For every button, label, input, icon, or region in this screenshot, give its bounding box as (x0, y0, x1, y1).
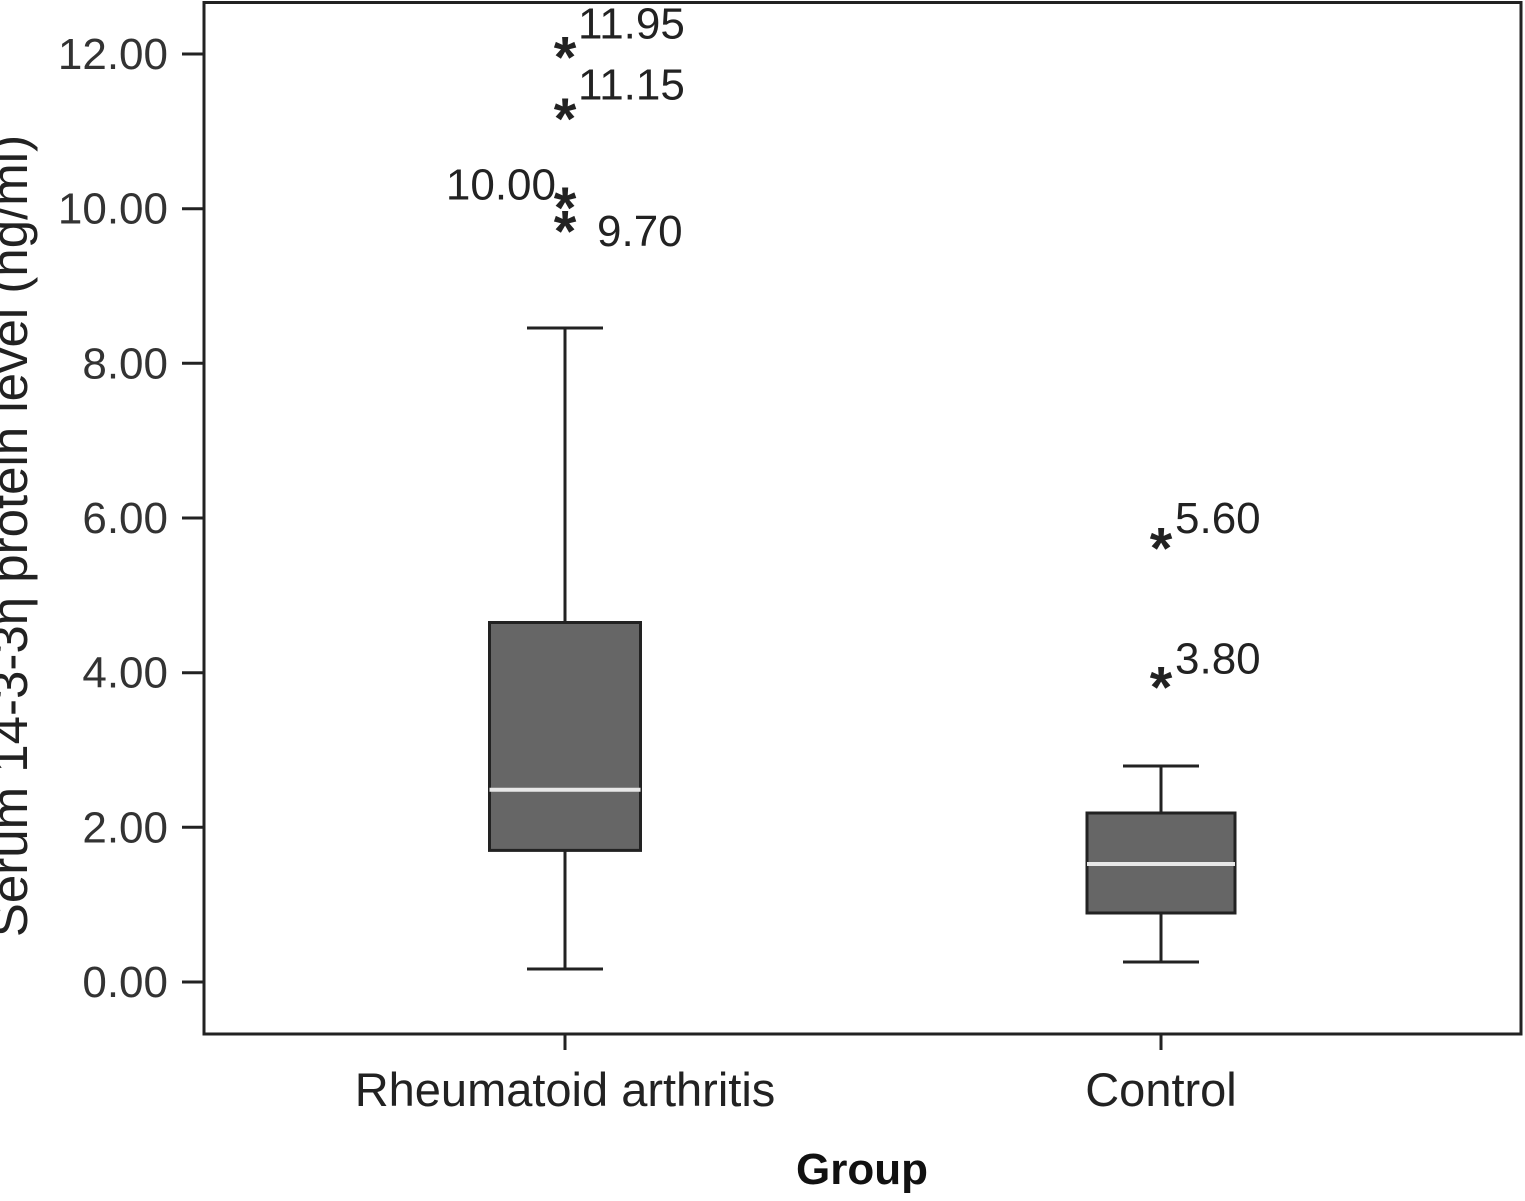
svg-text:10.00: 10.00 (446, 161, 556, 210)
svg-text:*: * (1150, 516, 1173, 581)
svg-text:*: * (1150, 656, 1173, 721)
svg-text:Control: Control (1085, 1063, 1237, 1116)
svg-text:0.00: 0.00 (82, 958, 168, 1007)
svg-text:12.00: 12.00 (58, 30, 168, 79)
svg-text:11.15: 11.15 (578, 60, 685, 109)
svg-text:*: * (554, 25, 577, 90)
svg-text:3.80: 3.80 (1175, 635, 1261, 684)
svg-text:9.70: 9.70 (597, 207, 683, 256)
svg-text:4.00: 4.00 (82, 649, 168, 698)
svg-text:6.00: 6.00 (82, 494, 168, 543)
svg-text:Group: Group (796, 1145, 928, 1194)
svg-text:*: * (554, 199, 577, 264)
svg-text:Serum 14-3-3η protein level (n: Serum 14-3-3η protein level (ng/ml) (0, 135, 38, 937)
svg-text:11.95: 11.95 (578, 0, 685, 48)
svg-text:8.00: 8.00 (82, 339, 168, 388)
svg-text:Rheumatoid arthritis: Rheumatoid arthritis (355, 1063, 776, 1116)
svg-text:10.00: 10.00 (58, 185, 168, 234)
svg-text:2.00: 2.00 (82, 803, 168, 852)
svg-text:5.60: 5.60 (1175, 494, 1261, 543)
svg-text:*: * (554, 87, 577, 152)
